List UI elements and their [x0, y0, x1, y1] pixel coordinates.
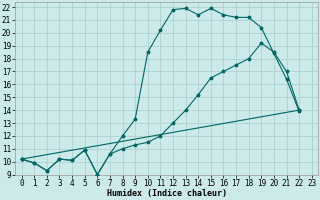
X-axis label: Humidex (Indice chaleur): Humidex (Indice chaleur) [107, 189, 227, 198]
